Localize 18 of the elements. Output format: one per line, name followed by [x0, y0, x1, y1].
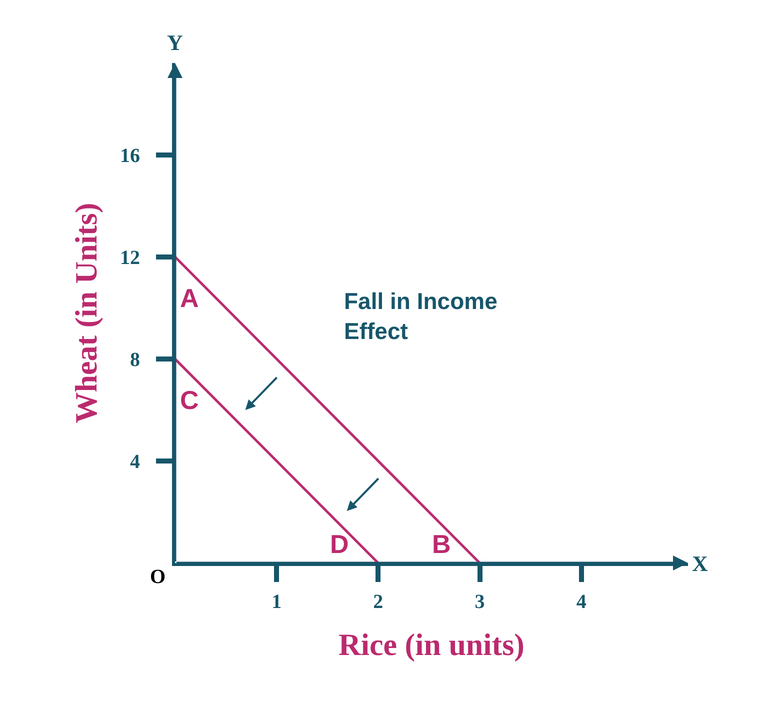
y-tick-label: 16	[120, 144, 140, 167]
y-tick-label: 8	[130, 348, 140, 371]
annotation: C	[180, 385, 199, 415]
annotation: A	[180, 283, 199, 313]
x-tick-label: 4	[576, 591, 586, 613]
annotation: D	[330, 529, 349, 559]
y-tick-label: 4	[130, 450, 140, 473]
annotation: B	[432, 529, 451, 559]
text: X	[692, 551, 708, 576]
text: Y	[167, 30, 183, 55]
y-tick-label: 12	[120, 246, 140, 269]
y-axis-title: Wheat (in Units)	[68, 202, 104, 424]
annotation: Fall in Income Effect	[344, 288, 498, 344]
x-tick-label: 3	[474, 591, 485, 613]
x-tick-label: 2	[373, 591, 384, 613]
text: O	[150, 566, 166, 588]
x-axis-title: Rice (in units)	[338, 627, 524, 662]
x-tick-label: 1	[272, 591, 282, 613]
